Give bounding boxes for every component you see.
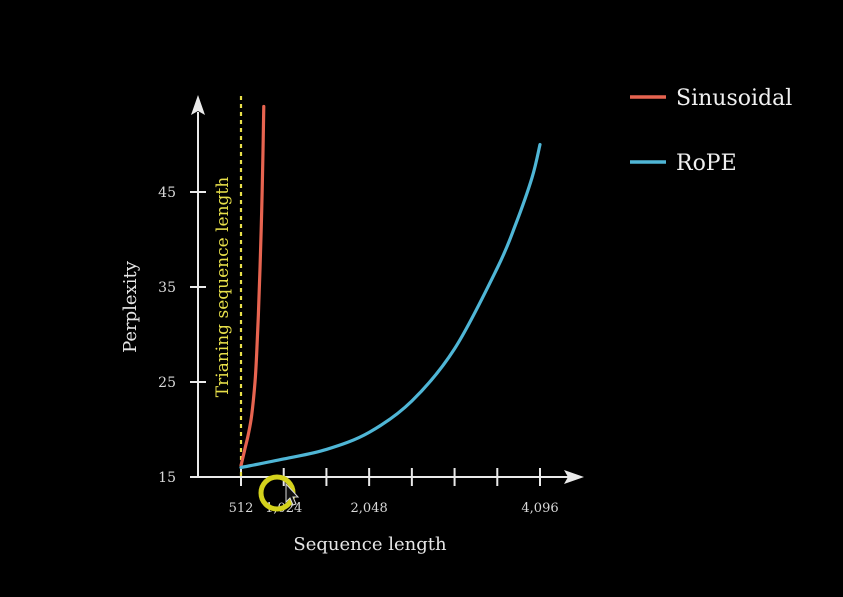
series-lines: [239, 104, 542, 470]
training-length-label: Trianing sequence length: [213, 177, 233, 397]
x-axis-label: Sequence length: [293, 534, 447, 555]
x-axis-arrow-icon: [564, 470, 584, 484]
y-axis-arrow-icon: [191, 95, 205, 115]
y-tick-label: 45: [158, 185, 176, 201]
legend-label-rope: RoPE: [676, 151, 737, 176]
y-tick-label: 25: [158, 375, 176, 391]
series-line-sinusoidal: [239, 104, 266, 468]
legend-label-sinusoidal: Sinusoidal: [676, 86, 792, 111]
mouse-cursor: [258, 474, 300, 512]
y-tick-label: 35: [158, 280, 176, 296]
x-tick-label: 2,048: [351, 501, 388, 516]
x-tick-label: 512: [229, 501, 254, 516]
x-tick-label: 4,096: [521, 501, 558, 516]
y-axis-label: Perplexity: [120, 260, 141, 353]
axes: [191, 95, 584, 484]
legend: Sinusoidal RoPE: [630, 86, 792, 176]
annotations: Trianing sequence length: [213, 96, 243, 477]
mouse-pointer-icon: [285, 482, 300, 506]
y-tick-label: 15: [158, 470, 176, 486]
series-line-rope: [239, 142, 542, 470]
